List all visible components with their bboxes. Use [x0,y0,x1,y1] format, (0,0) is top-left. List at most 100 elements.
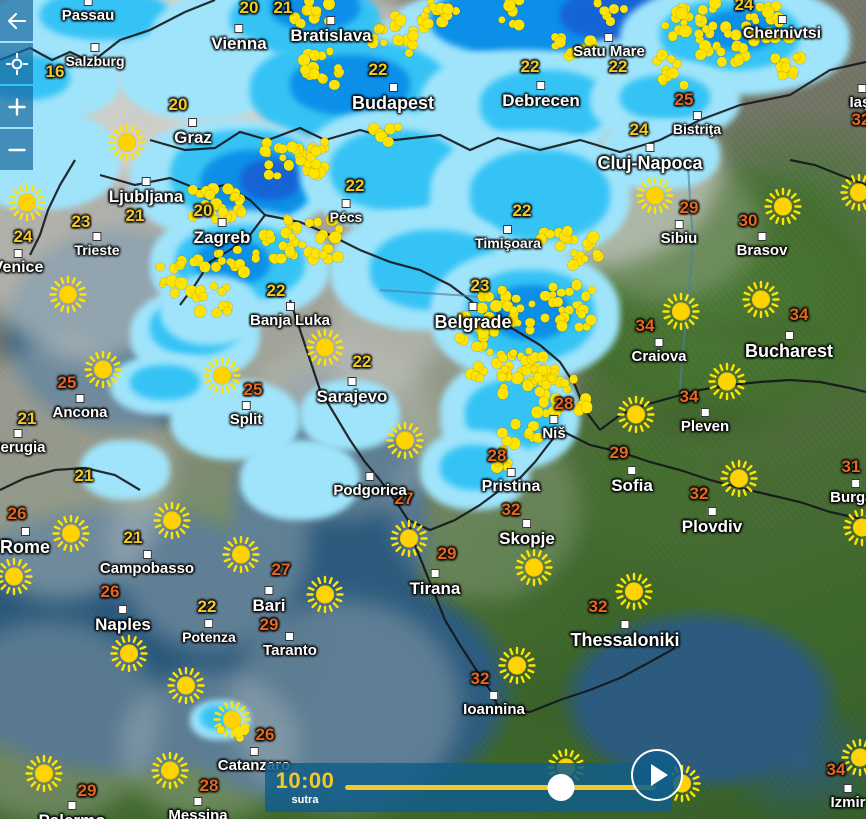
temperature-label: 23 [71,212,91,231]
temperature-label: 32 [588,597,608,616]
lightning-strike-dot [199,205,208,213]
lightning-strike-dot [674,25,684,35]
lightning-strike-dot [278,241,288,251]
lightning-strike-dot [752,32,761,40]
city-marker-dot [234,24,244,33]
lightning-strike-dot [509,306,518,314]
lightning-strike-dot [222,283,230,292]
locate-button[interactable] [0,43,33,84]
zoom-out-button[interactable] [0,129,33,170]
city-name: Thessaloniki [570,630,680,650]
lightning-strike-dot [266,229,275,238]
timeline-slider-track[interactable] [345,785,656,790]
temperature-label: 31 [841,457,861,476]
city-name: Iaşi [849,94,866,111]
lightning-strike-dot [580,401,593,414]
lightning-strike-dot [761,5,774,18]
lightning-strike-dot [323,244,334,254]
city-marker-dot [188,118,198,127]
city-label: Sibiu [660,220,698,247]
city-name: Cluj-Napoca [597,153,703,173]
lightning-strike-dot [169,287,180,298]
play-button[interactable] [631,749,683,801]
lightning-strike-dot [477,327,489,339]
city-name: Sarajevo [316,387,388,406]
sun-icon [25,754,63,798]
temperature-label: 25 [674,90,694,109]
city-label: Cluj-Napoca [597,143,703,174]
city-label: Skopje [499,519,555,549]
lightning-strike-dot [309,50,321,61]
lightning-strike-dot [231,192,240,201]
city-name: Craiova [631,348,687,365]
lightning-strike-dot [187,184,198,195]
timeline-playback-bar[interactable]: 10:00 sutra [265,763,672,812]
city-name: Debrecen [502,91,580,110]
lightning-strike-dot [503,0,515,12]
lightning-strike-dot [278,154,287,162]
lightning-strike-dot [218,301,229,311]
city-name: Pristina [481,478,541,495]
sun-icon [662,292,700,336]
city-label: Naples [95,605,151,635]
city-name: Trieste [74,242,120,258]
city-label: Budapest [352,83,434,114]
lightning-strike-dot [316,145,326,155]
lightning-strike-dot [286,141,298,153]
timeline-time-readout: 10:00 sutra [265,769,345,806]
city-label: Bucharest [745,331,833,362]
lightning-strike-dot [275,253,287,264]
lightning-strike-dot [538,389,551,401]
timeline-slider[interactable] [345,763,672,812]
lightning-strike-dot [792,53,801,61]
timeline-slider-handle[interactable] [547,774,575,801]
lightning-strike-dot [551,407,562,418]
lightning-strike-dot [554,376,566,388]
city-name: Potenza [182,629,236,645]
lightning-strike-dot [405,49,414,58]
lightning-strike-dot [745,13,753,21]
temperature-label: 32 [470,669,490,688]
lightning-strike-dot [497,387,509,400]
city-name: Salzburg [65,53,125,69]
lightning-strike-dot [185,285,198,297]
city-marker-dot [522,519,532,528]
lightning-strike-dot [519,355,530,366]
temperature-label: 28 [487,446,507,465]
lightning-strike-dot [283,160,294,171]
lightning-strike-dot [502,436,513,447]
sun-icon [515,548,553,592]
lightning-strike-dot [237,266,250,279]
zoom-in-button[interactable] [0,86,33,127]
temperature-label: 22 [368,60,388,79]
lightning-strike-dot [429,3,438,11]
lightning-strike-dot [716,47,726,57]
lightning-strike-dot [235,733,245,742]
lightning-strike-dot [582,238,592,248]
lightning-strike-dot [222,183,234,195]
lightning-strike-dot [476,302,488,314]
lightning-strike-dot [375,131,388,143]
lightning-strike-dot [562,225,573,237]
city-marker-dot [75,394,85,403]
lightning-strike-dot [273,172,281,180]
city-name: Timişoara [475,235,541,251]
city-name: Plovdiv [681,517,743,536]
lightning-strike-dot [211,307,222,319]
city-label: Timişoara [475,225,541,251]
city-label: Craiova [631,338,687,365]
city-marker-dot [13,249,23,258]
lightning-strike-dot [303,48,314,60]
city-name: Campobasso [99,560,195,577]
city-name: Sibiu [660,230,698,247]
lightning-strike-dot [489,299,502,312]
back-button[interactable] [0,0,33,41]
lightning-strike-dot [708,0,721,9]
lightning-strike-dot [217,287,226,297]
lightning-strike-dot [761,33,772,44]
lightning-strike-dot [502,463,511,472]
city-label: Thessaloniki [570,620,680,651]
map-controls[interactable] [0,0,33,172]
lightning-strike-dot [392,34,404,46]
